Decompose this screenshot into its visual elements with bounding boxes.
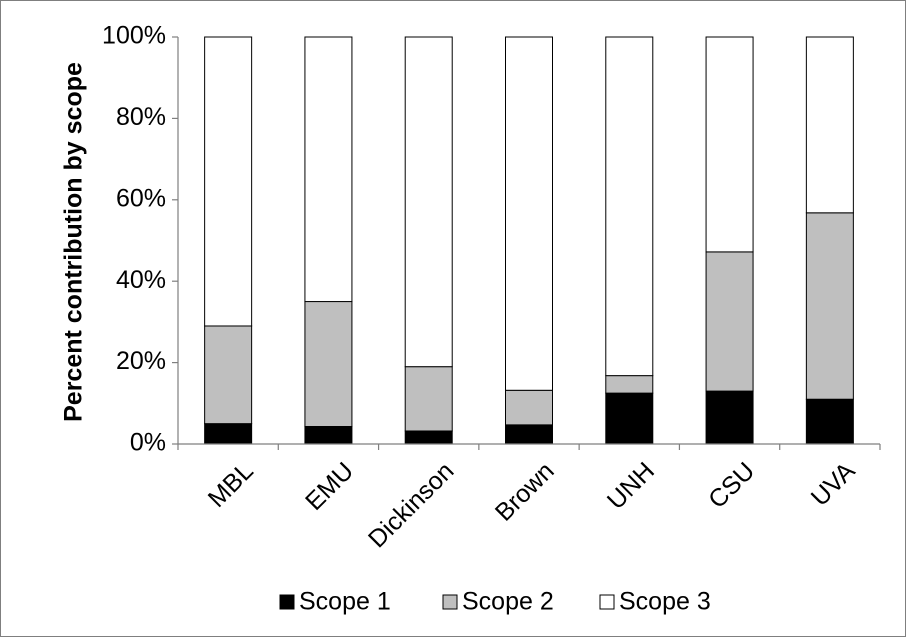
y-tick-label: 80% (116, 103, 166, 131)
y-tick-label: 60% (116, 184, 166, 212)
y-axis-label: Percent contribution by scope (60, 62, 88, 422)
x-tick-label: UNH (602, 457, 660, 515)
bar-csu-scope-1 (705, 390, 754, 445)
bar-brown-scope-1 (505, 424, 553, 445)
legend-swatch-scope-3 (599, 594, 615, 610)
legend-label-scope-3: Scope 3 (619, 588, 711, 616)
bars-group (204, 36, 854, 445)
x-ticks-group: MBL EMU Dickinson Brown UNH CSU UVA (177, 444, 881, 553)
bar-dickinson-scope-3 (404, 36, 453, 368)
y-ticks-group: 0% 20% 40% 60% 80% 100% (102, 22, 178, 457)
bar-mbl-scope-2 (204, 325, 253, 425)
legend-swatch-scope-2 (442, 594, 458, 610)
bar-dickinson-scope-2 (404, 366, 453, 432)
x-tick-label: Brown (490, 457, 560, 527)
x-tick-label: UVA (806, 457, 861, 512)
bar-uva-scope-2 (805, 212, 854, 400)
axes-group (177, 37, 880, 445)
x-tick-label: MBL (203, 457, 259, 513)
bar-dickinson-scope-1 (404, 430, 453, 445)
legend-label-scope-2: Scope 2 (462, 588, 554, 616)
bar-mbl-scope-1 (204, 423, 253, 445)
legend-label-scope-1: Scope 1 (299, 588, 391, 616)
x-tick-label: EMU (300, 457, 359, 516)
legend-swatch-scope-1 (279, 594, 295, 610)
bar-emu-scope-2 (304, 301, 353, 427)
x-tick-label: CSU (703, 457, 760, 514)
bar-brown-scope-3 (505, 36, 553, 391)
y-tick-label: 100% (102, 22, 166, 50)
y-tick-label: 40% (116, 266, 166, 294)
bar-emu-scope-1 (304, 426, 353, 445)
bar-mbl-scope-3 (204, 36, 253, 327)
bar-uva-scope-1 (805, 398, 854, 445)
bar-csu-scope-2 (705, 251, 754, 392)
bar-brown-scope-2 (505, 389, 553, 426)
x-tick-label: Dickinson (363, 457, 459, 553)
y-tick-label: 0% (130, 429, 166, 457)
bar-emu-scope-3 (304, 36, 353, 303)
legend: Scope 1 Scope 2 Scope 3 (279, 588, 711, 616)
bar-csu-scope-3 (705, 36, 754, 253)
bar-unh-scope-2 (605, 375, 654, 394)
bar-unh-scope-1 (605, 392, 654, 445)
y-tick-label: 20% (116, 347, 166, 375)
bar-uva-scope-3 (805, 36, 854, 214)
bar-unh-scope-3 (605, 36, 654, 377)
